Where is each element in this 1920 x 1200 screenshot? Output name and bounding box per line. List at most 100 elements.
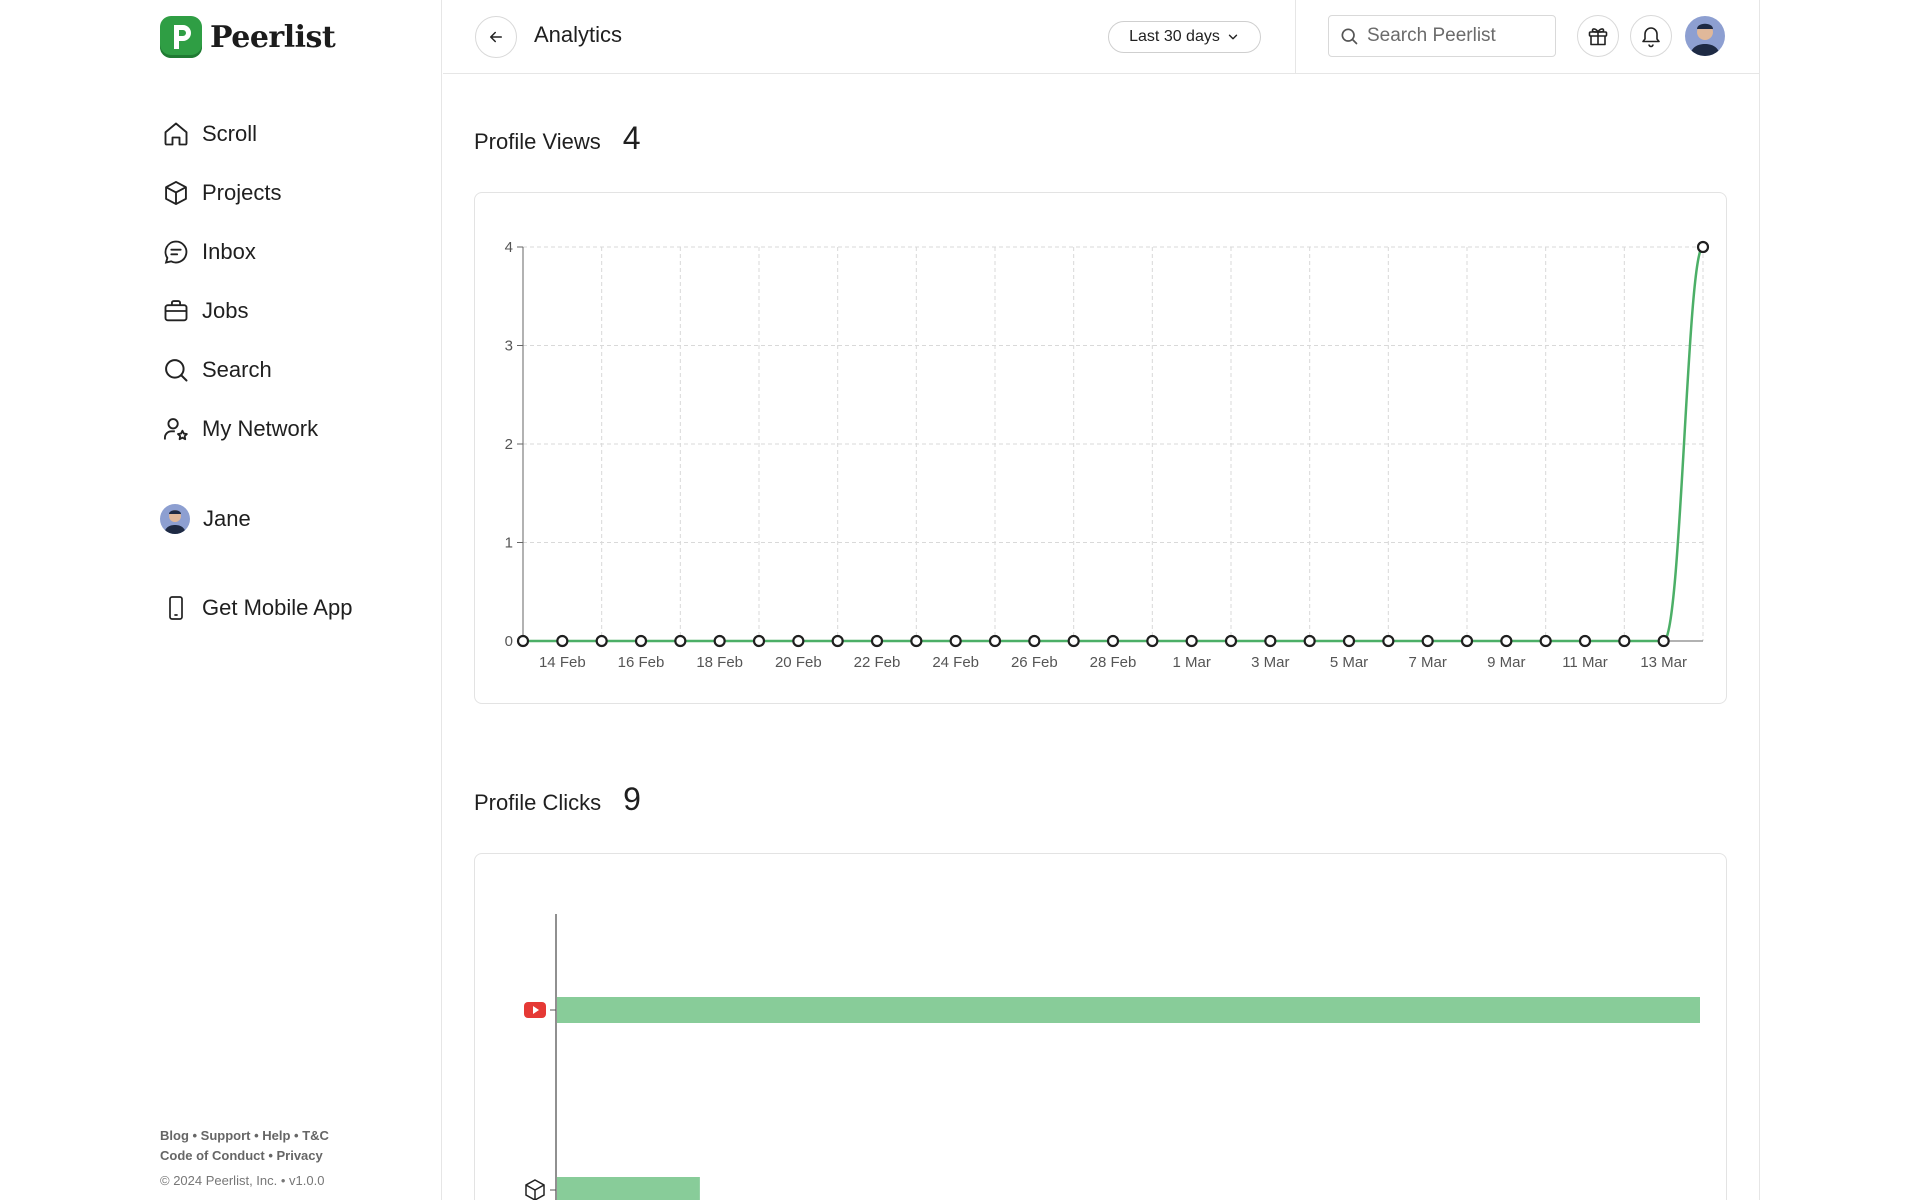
y-tick-label: 0 xyxy=(505,633,513,650)
x-tick-label: 3 Mar xyxy=(1251,654,1289,671)
sidebar-item-label: Jobs xyxy=(202,298,249,323)
data-point xyxy=(1146,634,1159,648)
profile-views-chart-card: 0 1 2 3 4 14 Feb 16 Feb 18 Feb 20 Feb 22 Feb 24 Fe… xyxy=(474,192,1727,704)
data-point xyxy=(634,634,648,648)
arrow-left-icon xyxy=(490,31,502,43)
data-point xyxy=(1224,634,1238,648)
notifications-button[interactable] xyxy=(1630,15,1672,57)
profile-name: Jane xyxy=(203,506,251,531)
profile-views-header: Profile Views 4 xyxy=(474,120,641,157)
y-tick-label: 3 xyxy=(505,338,513,355)
cube-icon xyxy=(160,177,192,209)
data-point xyxy=(831,634,844,648)
bar xyxy=(557,1177,700,1200)
profile-clicks-chart xyxy=(524,914,1700,1200)
search-icon xyxy=(160,354,192,386)
sidebar-item-scroll[interactable]: Scroll xyxy=(160,114,318,154)
sidebar-footer: Blog • Support • Help • T&C Code of Cond… xyxy=(160,1126,329,1191)
data-point xyxy=(1028,634,1041,648)
bell-icon xyxy=(1642,27,1660,48)
sidebar-nav: Scroll Projects Inbox Jobs Search xyxy=(160,114,318,468)
data-point xyxy=(910,634,923,648)
user-avatar[interactable] xyxy=(1685,16,1725,56)
x-tick-label: 24 Feb xyxy=(932,654,979,671)
data-point xyxy=(1696,240,1710,254)
data-point xyxy=(1618,634,1631,648)
data-point xyxy=(595,634,608,648)
data-point xyxy=(1460,634,1474,648)
data-point xyxy=(1067,634,1080,648)
briefcase-icon xyxy=(160,295,192,327)
data-point xyxy=(1264,634,1277,648)
x-tick-label: 1 Mar xyxy=(1172,654,1210,671)
profile-views-title: Profile Views xyxy=(474,129,601,154)
sidebar-item-my-network[interactable]: My Network xyxy=(160,409,318,449)
footer-links[interactable]: Blog • Support • Help • T&C xyxy=(160,1128,329,1143)
sidebar-item-projects[interactable]: Projects xyxy=(160,173,318,213)
chat-icon xyxy=(160,236,192,268)
data-point xyxy=(949,634,962,648)
data-point xyxy=(1106,634,1120,648)
get-mobile-app-link[interactable]: Get Mobile App xyxy=(160,588,352,628)
sidebar-item-profile[interactable]: Jane xyxy=(160,499,251,539)
x-tick-label: 16 Feb xyxy=(618,654,665,671)
data-point xyxy=(1421,634,1434,648)
brand-name: Peerlist xyxy=(210,19,336,55)
top-header: Analytics Last 30 days xyxy=(443,0,1759,74)
chevron-down-icon xyxy=(1228,34,1238,40)
gift-button[interactable] xyxy=(1577,15,1619,57)
y-tick-label: 4 xyxy=(505,239,513,256)
data-point xyxy=(1342,634,1356,648)
data-point xyxy=(556,634,569,648)
y-tick-label: 1 xyxy=(505,535,513,552)
data-point xyxy=(752,634,766,648)
x-tick-label: 28 Feb xyxy=(1090,654,1137,671)
peerlist-logo[interactable]: Peerlist xyxy=(160,16,336,58)
main-border xyxy=(1759,0,1760,1200)
data-point xyxy=(1382,634,1395,648)
home-icon xyxy=(160,118,192,150)
sidebar-item-label: My Network xyxy=(202,416,319,441)
date-range-dropdown[interactable]: Last 30 days xyxy=(1108,21,1261,53)
x-tick-label: 22 Feb xyxy=(854,654,901,671)
x-tick-label: 5 Mar xyxy=(1330,654,1368,671)
search-icon xyxy=(1341,28,1358,45)
sidebar-item-jobs[interactable]: Jobs xyxy=(160,291,318,331)
youtube-icon xyxy=(524,1002,546,1018)
avatar xyxy=(160,504,190,534)
sidebar-item-search[interactable]: Search xyxy=(160,350,318,390)
data-point xyxy=(516,634,530,648)
copyright: © 2024 Peerlist, Inc. • v1.0.0 xyxy=(160,1173,325,1188)
data-point xyxy=(1303,634,1316,648)
data-point xyxy=(988,634,1002,648)
profile-views-chart: 0 1 2 3 4 14 Feb 16 Feb 18 Feb 20 Feb 22 Feb 24 Fe… xyxy=(505,239,1710,671)
date-range-label: Last 30 days xyxy=(1129,28,1220,45)
data-point xyxy=(1185,634,1198,648)
x-tick-label: 7 Mar xyxy=(1408,654,1446,671)
data-point xyxy=(1578,634,1592,648)
peerlist-logo-icon xyxy=(160,16,202,58)
get-mobile-app-label: Get Mobile App xyxy=(202,595,353,620)
search-box[interactable] xyxy=(1328,15,1556,57)
profile-clicks-title: Profile Clicks xyxy=(474,790,602,815)
search-input[interactable] xyxy=(1367,25,1547,47)
sidebar-item-label: Search xyxy=(202,357,272,382)
x-tick-label: 20 Feb xyxy=(775,654,822,671)
sidebar: Peerlist Scroll Projects Inbox Jobs xyxy=(0,0,442,1200)
sidebar-item-label: Scroll xyxy=(202,121,258,146)
sidebar-item-inbox[interactable]: Inbox xyxy=(160,232,318,272)
x-tick-label: 9 Mar xyxy=(1487,654,1525,671)
network-icon xyxy=(160,413,192,445)
x-tick-label: 26 Feb xyxy=(1011,654,1058,671)
x-tick-label: 18 Feb xyxy=(696,654,743,671)
sidebar-item-label: Projects xyxy=(202,180,282,205)
bar xyxy=(557,997,1700,1023)
footer-links-2[interactable]: Code of Conduct • Privacy xyxy=(160,1148,323,1163)
gift-icon xyxy=(1588,28,1608,46)
header-divider xyxy=(1295,0,1296,74)
profile-clicks-header: Profile Clicks 9 xyxy=(474,781,641,818)
x-tick-label: 11 Mar xyxy=(1562,654,1608,671)
x-tick-label: 14 Feb xyxy=(539,654,586,671)
back-button[interactable] xyxy=(475,16,517,58)
data-point xyxy=(713,634,726,648)
